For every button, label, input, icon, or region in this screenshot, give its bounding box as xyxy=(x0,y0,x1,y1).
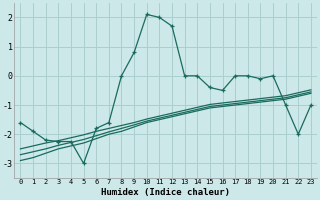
X-axis label: Humidex (Indice chaleur): Humidex (Indice chaleur) xyxy=(101,188,230,197)
